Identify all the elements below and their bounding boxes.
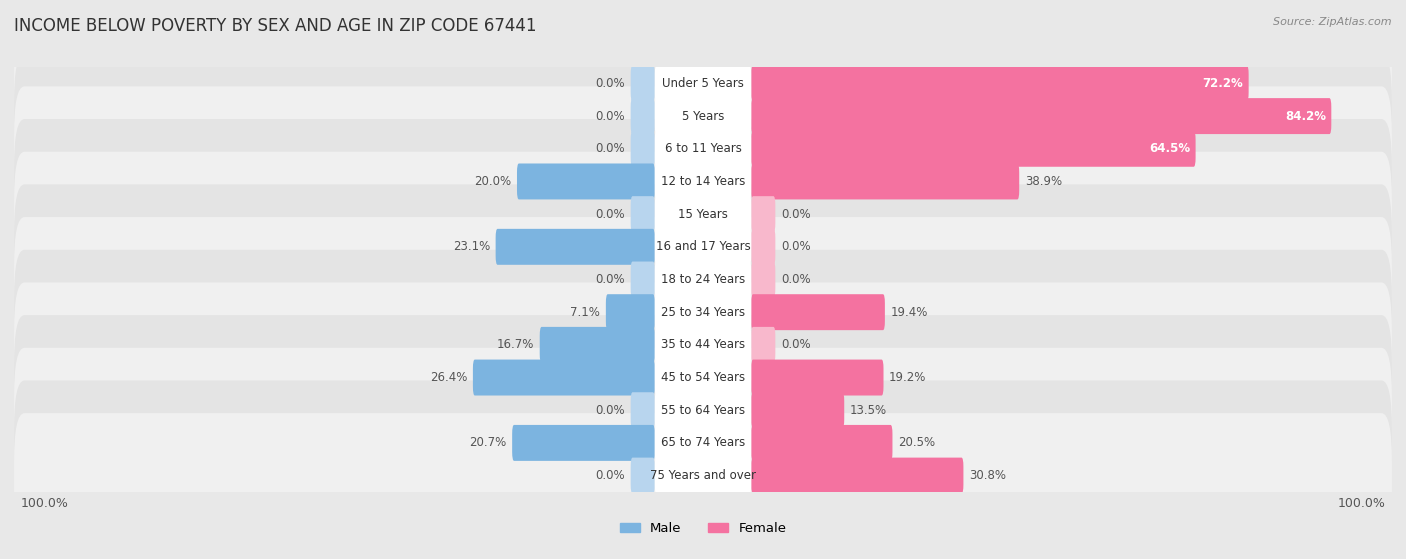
Text: 55 to 64 Years: 55 to 64 Years bbox=[661, 404, 745, 416]
FancyBboxPatch shape bbox=[751, 163, 1019, 200]
FancyBboxPatch shape bbox=[14, 184, 1392, 309]
Text: 0.0%: 0.0% bbox=[780, 338, 810, 352]
Text: 0.0%: 0.0% bbox=[780, 207, 810, 221]
FancyBboxPatch shape bbox=[655, 326, 751, 364]
Text: 0.0%: 0.0% bbox=[596, 77, 626, 90]
Text: 0.0%: 0.0% bbox=[780, 273, 810, 286]
FancyBboxPatch shape bbox=[14, 413, 1392, 538]
FancyBboxPatch shape bbox=[606, 294, 655, 330]
FancyBboxPatch shape bbox=[512, 425, 655, 461]
FancyBboxPatch shape bbox=[14, 348, 1392, 473]
FancyBboxPatch shape bbox=[655, 424, 751, 462]
Text: 20.5%: 20.5% bbox=[898, 437, 935, 449]
FancyBboxPatch shape bbox=[14, 282, 1392, 408]
Text: 84.2%: 84.2% bbox=[1285, 110, 1326, 122]
FancyBboxPatch shape bbox=[631, 131, 655, 167]
FancyBboxPatch shape bbox=[655, 228, 751, 266]
FancyBboxPatch shape bbox=[631, 392, 655, 428]
Text: 13.5%: 13.5% bbox=[849, 404, 887, 416]
Text: 75 Years and over: 75 Years and over bbox=[650, 469, 756, 482]
FancyBboxPatch shape bbox=[655, 163, 751, 200]
FancyBboxPatch shape bbox=[751, 65, 1249, 101]
FancyBboxPatch shape bbox=[14, 315, 1392, 440]
Text: 0.0%: 0.0% bbox=[596, 273, 626, 286]
FancyBboxPatch shape bbox=[751, 196, 775, 232]
FancyBboxPatch shape bbox=[751, 327, 775, 363]
Text: 100.0%: 100.0% bbox=[21, 497, 69, 510]
Text: 20.7%: 20.7% bbox=[470, 437, 506, 449]
FancyBboxPatch shape bbox=[655, 359, 751, 396]
Text: 18 to 24 Years: 18 to 24 Years bbox=[661, 273, 745, 286]
Text: Source: ZipAtlas.com: Source: ZipAtlas.com bbox=[1274, 17, 1392, 27]
FancyBboxPatch shape bbox=[517, 163, 655, 200]
Text: 30.8%: 30.8% bbox=[969, 469, 1005, 482]
FancyBboxPatch shape bbox=[14, 381, 1392, 505]
Text: 35 to 44 Years: 35 to 44 Years bbox=[661, 338, 745, 352]
Text: 7.1%: 7.1% bbox=[571, 306, 600, 319]
FancyBboxPatch shape bbox=[751, 425, 893, 461]
FancyBboxPatch shape bbox=[751, 458, 963, 494]
Text: 26.4%: 26.4% bbox=[430, 371, 467, 384]
FancyBboxPatch shape bbox=[14, 21, 1392, 146]
Text: 6 to 11 Years: 6 to 11 Years bbox=[665, 143, 741, 155]
FancyBboxPatch shape bbox=[655, 130, 751, 168]
FancyBboxPatch shape bbox=[14, 54, 1392, 178]
FancyBboxPatch shape bbox=[631, 262, 655, 297]
FancyBboxPatch shape bbox=[655, 97, 751, 135]
Text: INCOME BELOW POVERTY BY SEX AND AGE IN ZIP CODE 67441: INCOME BELOW POVERTY BY SEX AND AGE IN Z… bbox=[14, 17, 537, 35]
FancyBboxPatch shape bbox=[631, 196, 655, 232]
Legend: Male, Female: Male, Female bbox=[614, 517, 792, 541]
Text: 16.7%: 16.7% bbox=[496, 338, 534, 352]
Text: 16 and 17 Years: 16 and 17 Years bbox=[655, 240, 751, 253]
Text: 12 to 14 Years: 12 to 14 Years bbox=[661, 175, 745, 188]
FancyBboxPatch shape bbox=[14, 151, 1392, 277]
FancyBboxPatch shape bbox=[655, 391, 751, 429]
FancyBboxPatch shape bbox=[631, 98, 655, 134]
Text: 100.0%: 100.0% bbox=[1337, 497, 1385, 510]
Text: 0.0%: 0.0% bbox=[596, 110, 626, 122]
FancyBboxPatch shape bbox=[751, 98, 1331, 134]
Text: 64.5%: 64.5% bbox=[1149, 143, 1189, 155]
Text: 65 to 74 Years: 65 to 74 Years bbox=[661, 437, 745, 449]
Text: 15 Years: 15 Years bbox=[678, 207, 728, 221]
FancyBboxPatch shape bbox=[631, 458, 655, 494]
Text: 45 to 54 Years: 45 to 54 Years bbox=[661, 371, 745, 384]
Text: 72.2%: 72.2% bbox=[1202, 77, 1243, 90]
FancyBboxPatch shape bbox=[751, 392, 844, 428]
FancyBboxPatch shape bbox=[14, 119, 1392, 244]
FancyBboxPatch shape bbox=[655, 64, 751, 102]
Text: 5 Years: 5 Years bbox=[682, 110, 724, 122]
Text: 19.4%: 19.4% bbox=[890, 306, 928, 319]
FancyBboxPatch shape bbox=[14, 217, 1392, 342]
FancyBboxPatch shape bbox=[751, 262, 775, 297]
Text: 0.0%: 0.0% bbox=[596, 404, 626, 416]
FancyBboxPatch shape bbox=[655, 457, 751, 495]
Text: 20.0%: 20.0% bbox=[474, 175, 512, 188]
FancyBboxPatch shape bbox=[472, 359, 655, 396]
FancyBboxPatch shape bbox=[655, 293, 751, 331]
FancyBboxPatch shape bbox=[655, 260, 751, 299]
FancyBboxPatch shape bbox=[14, 86, 1392, 211]
Text: 0.0%: 0.0% bbox=[596, 469, 626, 482]
FancyBboxPatch shape bbox=[751, 359, 883, 396]
FancyBboxPatch shape bbox=[751, 294, 884, 330]
FancyBboxPatch shape bbox=[14, 250, 1392, 375]
Text: 0.0%: 0.0% bbox=[596, 143, 626, 155]
Text: 19.2%: 19.2% bbox=[889, 371, 927, 384]
FancyBboxPatch shape bbox=[655, 195, 751, 233]
FancyBboxPatch shape bbox=[540, 327, 655, 363]
Text: 25 to 34 Years: 25 to 34 Years bbox=[661, 306, 745, 319]
FancyBboxPatch shape bbox=[496, 229, 655, 265]
FancyBboxPatch shape bbox=[631, 65, 655, 101]
Text: 38.9%: 38.9% bbox=[1025, 175, 1062, 188]
FancyBboxPatch shape bbox=[751, 229, 775, 265]
Text: 0.0%: 0.0% bbox=[780, 240, 810, 253]
Text: Under 5 Years: Under 5 Years bbox=[662, 77, 744, 90]
Text: 0.0%: 0.0% bbox=[596, 207, 626, 221]
Text: 23.1%: 23.1% bbox=[453, 240, 491, 253]
FancyBboxPatch shape bbox=[751, 131, 1195, 167]
